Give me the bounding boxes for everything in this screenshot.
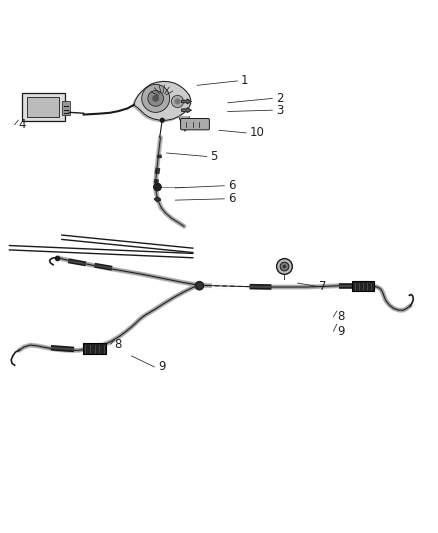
FancyBboxPatch shape — [83, 343, 106, 354]
Text: 9: 9 — [337, 325, 344, 337]
FancyBboxPatch shape — [62, 101, 70, 115]
Circle shape — [152, 95, 159, 102]
Circle shape — [148, 91, 163, 106]
FancyBboxPatch shape — [180, 118, 209, 130]
Text: 6: 6 — [228, 192, 235, 205]
Circle shape — [283, 265, 286, 268]
Text: 7: 7 — [319, 280, 327, 293]
Text: 2: 2 — [276, 92, 283, 105]
Circle shape — [142, 84, 170, 112]
Text: 8: 8 — [114, 338, 122, 351]
Circle shape — [195, 281, 204, 290]
Polygon shape — [133, 83, 189, 122]
Polygon shape — [179, 117, 189, 131]
Text: 6: 6 — [228, 179, 235, 192]
Text: 5: 5 — [210, 150, 218, 163]
Text: 8: 8 — [337, 310, 344, 323]
Text: 10: 10 — [250, 126, 265, 140]
Polygon shape — [154, 197, 160, 201]
Circle shape — [153, 183, 161, 191]
Text: 9: 9 — [158, 360, 166, 374]
Circle shape — [280, 262, 289, 271]
Circle shape — [196, 282, 203, 289]
Polygon shape — [182, 108, 191, 112]
FancyBboxPatch shape — [21, 93, 65, 120]
Circle shape — [277, 259, 292, 274]
FancyBboxPatch shape — [352, 281, 374, 292]
Circle shape — [159, 118, 165, 123]
Polygon shape — [134, 82, 191, 120]
FancyBboxPatch shape — [27, 96, 59, 117]
Text: 1: 1 — [241, 75, 248, 87]
Circle shape — [171, 95, 184, 108]
Circle shape — [174, 99, 180, 104]
Polygon shape — [182, 99, 191, 104]
Text: 3: 3 — [276, 104, 283, 117]
Text: 4: 4 — [18, 118, 26, 131]
